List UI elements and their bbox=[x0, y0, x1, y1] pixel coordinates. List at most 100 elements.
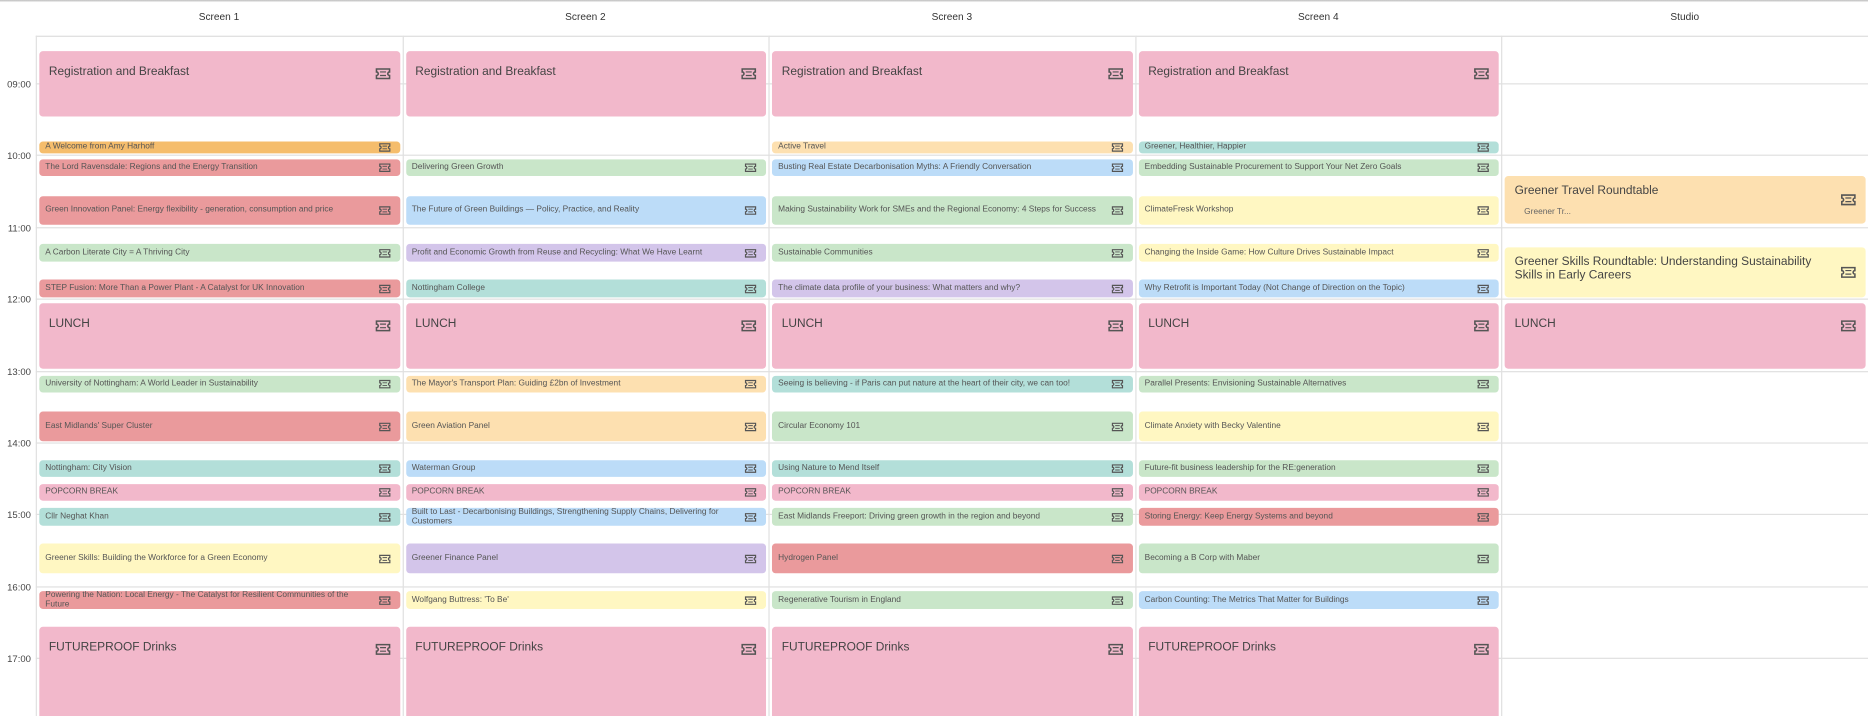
session[interactable]: Busting Real Estate Decarbonisation Myth… bbox=[772, 159, 1133, 177]
session[interactable]: Greener Travel Roundtable Greener Tr... bbox=[1505, 176, 1866, 224]
session-title: FUTUREPROOF Drinks bbox=[781, 641, 910, 655]
session-title: Parallel Presents: Envisioning Sustainab… bbox=[1144, 379, 1347, 388]
ticket-icon bbox=[1841, 194, 1856, 206]
session[interactable]: Greener, Healthier, Happier bbox=[1138, 141, 1500, 154]
session[interactable]: A Welcome from Amy Harhoff bbox=[39, 141, 400, 154]
session[interactable]: Registration and Breakfast bbox=[1138, 51, 1500, 117]
session[interactable]: POPCORN BREAK bbox=[1138, 484, 1500, 501]
ticket-icon bbox=[378, 554, 390, 563]
session[interactable]: POPCORN BREAK bbox=[772, 484, 1133, 501]
session[interactable]: ClimateFresk Workshop bbox=[1138, 196, 1500, 225]
session[interactable]: Built to Last - Decarbonising Buildings,… bbox=[405, 507, 767, 526]
session[interactable]: Greener Skills Roundtable: Understanding… bbox=[1505, 247, 1866, 298]
session[interactable]: STEP Fusion: More Than a Power Plant - A… bbox=[39, 279, 400, 298]
ticket-icon bbox=[378, 595, 390, 605]
session[interactable]: Cllr Neghat Khan bbox=[39, 507, 400, 526]
session-title: POPCORN BREAK bbox=[45, 487, 119, 496]
session-title: Green Innovation Panel: Energy flexibili… bbox=[45, 205, 334, 215]
session-subtitle: Greener Tr... bbox=[1524, 208, 1571, 217]
session-title: Built to Last - Decarbonising Buildings,… bbox=[411, 507, 719, 526]
session[interactable]: Circular Economy 101 bbox=[772, 411, 1133, 442]
session-title: Using Nature to Mend Itself bbox=[778, 463, 880, 473]
session[interactable]: POPCORN BREAK bbox=[405, 484, 767, 501]
session-title: Greener Skills Roundtable: Understanding… bbox=[1514, 255, 1812, 282]
ticket-icon bbox=[745, 595, 757, 605]
session[interactable]: Registration and Breakfast bbox=[405, 51, 767, 117]
session[interactable]: Regenerative Tourism in England bbox=[772, 591, 1133, 609]
session[interactable]: Parallel Presents: Envisioning Sustainab… bbox=[1138, 375, 1500, 393]
session[interactable]: Delivering Green Growth bbox=[405, 159, 767, 177]
session[interactable]: Waterman Group bbox=[405, 460, 767, 477]
session[interactable]: Future-fit business leadership for the R… bbox=[1138, 460, 1500, 477]
session[interactable]: FUTUREPROOF Drinks bbox=[405, 626, 767, 716]
session-title: Busting Real Estate Decarbonisation Myth… bbox=[778, 162, 1032, 172]
session[interactable]: Active Travel bbox=[772, 141, 1133, 154]
ticket-icon bbox=[1111, 554, 1123, 563]
session[interactable]: Hydrogen Panel bbox=[772, 543, 1133, 574]
session[interactable]: Becoming a B Corp with Maber bbox=[1138, 543, 1500, 574]
ticket-icon bbox=[745, 379, 757, 389]
session[interactable]: Green Innovation Panel: Energy flexibili… bbox=[39, 196, 400, 225]
ticket-icon bbox=[1108, 643, 1123, 655]
session[interactable]: Registration and Breakfast bbox=[772, 51, 1133, 117]
session[interactable]: LUNCH bbox=[405, 303, 767, 369]
ticket-icon bbox=[741, 643, 757, 655]
session[interactable]: Changing the Inside Game: How Culture Dr… bbox=[1138, 243, 1500, 262]
session[interactable]: Making Sustainability Work for SMEs and … bbox=[772, 196, 1133, 225]
session-title: Hydrogen Panel bbox=[778, 553, 838, 562]
ticket-icon bbox=[741, 68, 757, 80]
session[interactable]: Storing Energy: Keep Energy Systems and … bbox=[1138, 507, 1500, 526]
session-title: Circular Economy 101 bbox=[778, 421, 861, 430]
session[interactable]: The Mayor's Transport Plan: Guiding £2bn… bbox=[405, 375, 767, 393]
session[interactable]: FUTUREPROOF Drinks bbox=[1138, 626, 1500, 716]
ticket-icon bbox=[375, 643, 390, 655]
session[interactable]: Profit and Economic Growth from Reuse an… bbox=[405, 243, 767, 262]
session-title: POPCORN BREAK bbox=[1144, 487, 1218, 496]
session[interactable]: Sustainable Communities bbox=[772, 243, 1133, 262]
session[interactable]: Nottingham College bbox=[405, 279, 767, 298]
session[interactable]: A Carbon Literate City = A Thriving City bbox=[39, 243, 400, 262]
time-label: 14:00 bbox=[7, 438, 31, 449]
ticket-icon bbox=[375, 68, 390, 80]
session[interactable]: FUTUREPROOF Drinks bbox=[772, 626, 1133, 716]
session[interactable]: LUNCH bbox=[772, 303, 1133, 369]
session[interactable]: Seeing is believing - if Paris can put n… bbox=[772, 375, 1133, 393]
session[interactable]: East Midlands' Super Cluster bbox=[39, 411, 400, 442]
session[interactable]: Using Nature to Mend Itself bbox=[772, 460, 1133, 477]
ticket-icon bbox=[1478, 163, 1490, 172]
session[interactable]: LUNCH bbox=[1138, 303, 1500, 369]
session[interactable]: Wolfgang Buttress: 'To Be' bbox=[405, 591, 767, 609]
session[interactable]: Climate Anxiety with Becky Valentine bbox=[1138, 411, 1500, 442]
session[interactable]: LUNCH bbox=[1505, 303, 1866, 369]
session[interactable]: The Lord Ravensdale: Regions and the Ene… bbox=[39, 159, 400, 177]
session[interactable]: East Midlands Freeport: Driving green gr… bbox=[772, 507, 1133, 526]
ticket-icon bbox=[1478, 512, 1490, 522]
session[interactable]: Powering the Nation: Local Energy - The … bbox=[39, 591, 400, 609]
session[interactable]: Greener Finance Panel bbox=[405, 543, 767, 574]
session[interactable]: Embedding Sustainable Procurement to Sup… bbox=[1138, 159, 1500, 177]
session[interactable]: The Future of Green Buildings — Policy, … bbox=[405, 196, 767, 225]
session[interactable]: POPCORN BREAK bbox=[39, 484, 400, 501]
ticket-icon bbox=[378, 248, 390, 257]
session-title: Carbon Counting: The Metrics That Matter… bbox=[1144, 595, 1349, 604]
session-title: Sustainable Communities bbox=[778, 247, 873, 257]
ticket-icon bbox=[378, 143, 390, 152]
session[interactable]: LUNCH bbox=[39, 303, 400, 369]
session-title: Green Aviation Panel bbox=[411, 421, 490, 430]
session[interactable]: Registration and Breakfast bbox=[39, 51, 400, 117]
hour-line bbox=[35, 586, 1868, 588]
session[interactable]: The climate data profile of your busines… bbox=[772, 279, 1133, 298]
session[interactable]: Greener Skills: Building the Workforce f… bbox=[39, 543, 400, 574]
session[interactable]: University of Nottingham: A World Leader… bbox=[39, 375, 400, 393]
ticket-icon bbox=[378, 512, 390, 522]
session[interactable]: Why Retrofit is Important Today (Not Cha… bbox=[1138, 279, 1500, 298]
session[interactable]: Carbon Counting: The Metrics That Matter… bbox=[1138, 591, 1500, 609]
ticket-icon bbox=[741, 320, 757, 332]
session[interactable]: Nottingham: City Vision bbox=[39, 460, 400, 477]
session[interactable]: Green Aviation Panel bbox=[405, 411, 767, 442]
session[interactable]: FUTUREPROOF Drinks bbox=[39, 626, 400, 716]
ticket-icon bbox=[1478, 284, 1490, 293]
ticket-icon bbox=[745, 464, 757, 473]
ticket-icon bbox=[1478, 595, 1490, 605]
